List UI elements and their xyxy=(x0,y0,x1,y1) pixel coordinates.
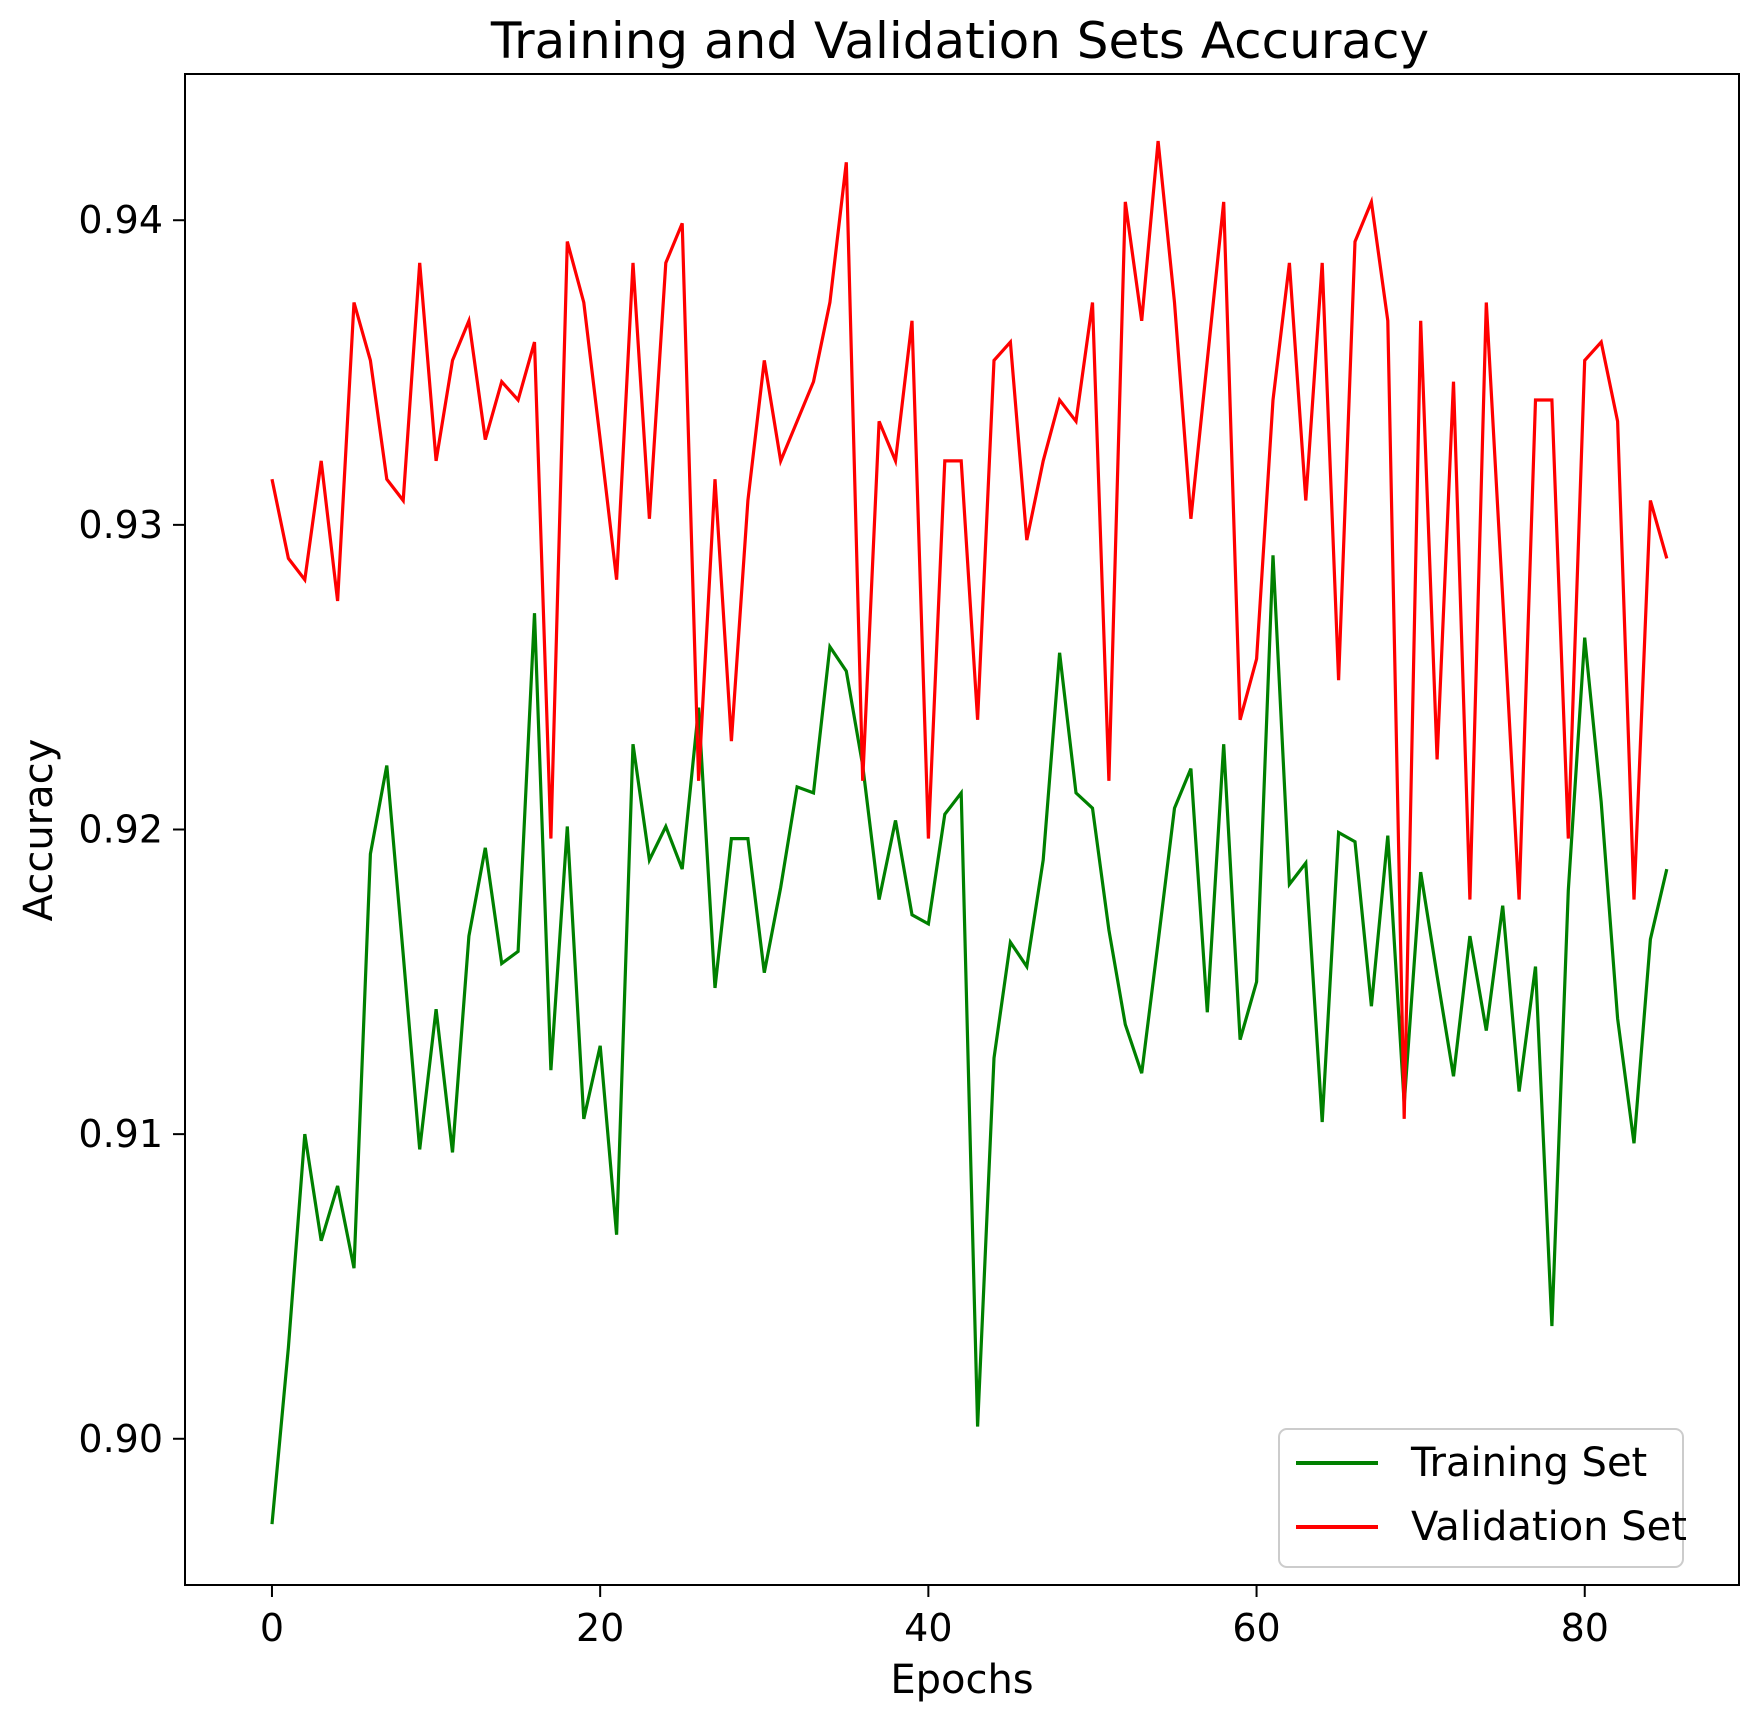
legend-box xyxy=(1278,1428,1684,1568)
legend-label-validation: Validation Set xyxy=(1411,1504,1687,1550)
x-tick-label: 80 xyxy=(1561,1606,1609,1650)
chart-title: Training and Validation Sets Accuracy xyxy=(490,12,1429,70)
y-axis-ticks: 0.90 0.91 0.92 0.93 0.94 xyxy=(78,198,185,1461)
x-tick-label: 20 xyxy=(576,1606,624,1650)
x-axis-ticks: 0 20 40 60 80 xyxy=(260,1585,1609,1650)
x-tick-label: 60 xyxy=(1232,1606,1280,1650)
y-tick-label: 0.94 xyxy=(78,198,163,242)
y-tick-label: 0.93 xyxy=(78,503,163,547)
y-tick-label: 0.92 xyxy=(78,808,163,852)
y-axis-label: Accuracy xyxy=(16,739,62,922)
x-axis-label: Epochs xyxy=(890,1657,1033,1703)
x-tick-label: 0 xyxy=(260,1606,284,1650)
series-line-validation xyxy=(270,140,1669,1119)
y-tick-label: 0.90 xyxy=(78,1417,163,1461)
legend-label-training: Training Set xyxy=(1410,1440,1647,1486)
series-layer xyxy=(270,140,1669,1525)
series-line-training xyxy=(270,555,1669,1525)
legend: Training Set Validation Set xyxy=(1278,1428,1687,1568)
x-tick-label: 40 xyxy=(904,1606,952,1650)
y-tick-label: 0.91 xyxy=(78,1112,163,1156)
